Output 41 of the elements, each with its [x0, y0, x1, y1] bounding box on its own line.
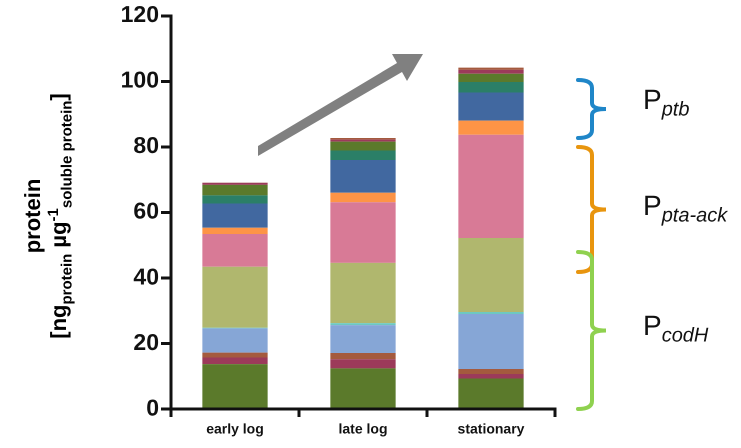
bar: [458, 74, 524, 82]
bar: [458, 369, 524, 374]
y-tick-label: 0: [146, 394, 159, 420]
bar: [330, 142, 396, 150]
bar: [330, 160, 396, 193]
bar: [330, 359, 396, 368]
bar: [202, 352, 268, 358]
y-tick-label: 100: [120, 66, 159, 93]
bar: [458, 82, 524, 92]
bar: [202, 204, 268, 228]
bar: [330, 192, 396, 202]
text: P$_{pta-ack}$: [643, 190, 728, 228]
bar: [458, 92, 524, 121]
y-tick-label: 120: [120, 1, 159, 28]
text: P$_{codH}$: [643, 310, 708, 348]
bar: [330, 262, 396, 324]
bar: [330, 352, 396, 360]
y-tick-label: 60: [133, 198, 159, 224]
bar: [330, 202, 396, 263]
bar: [202, 328, 268, 353]
bar: [202, 266, 268, 328]
x-tick-label: late log: [338, 420, 388, 436]
y-tick-label: 20: [133, 328, 159, 355]
bar: [330, 325, 396, 353]
bar: [202, 195, 268, 204]
bar: [458, 120, 524, 135]
text: P$_{ptb}$: [643, 84, 690, 122]
bar: [202, 184, 268, 196]
y-tick-label: 40: [133, 263, 159, 290]
bar: [202, 228, 268, 234]
bar: [458, 70, 524, 74]
bar: [458, 238, 524, 312]
bar: [458, 374, 524, 379]
bar: [330, 150, 396, 160]
x-tick-label: stationary: [458, 420, 525, 436]
y-tick-label: 80: [133, 132, 159, 158]
bar: [458, 134, 524, 238]
bar: [202, 358, 268, 364]
x-tick-label: early log: [206, 420, 264, 436]
bar: [458, 314, 524, 370]
bar: [202, 234, 268, 267]
